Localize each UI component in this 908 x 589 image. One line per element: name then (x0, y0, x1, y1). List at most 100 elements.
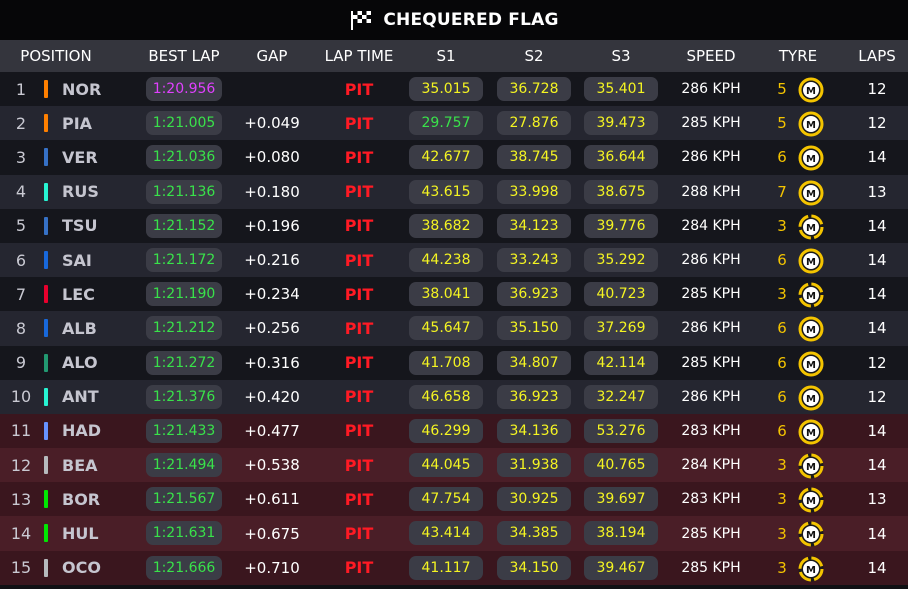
gap-value: +0.538 (244, 456, 300, 475)
lap-time-status: PIT (344, 79, 374, 99)
best-lap-time: 1:21.666 (146, 555, 222, 580)
driver-code[interactable]: ALO (62, 353, 98, 373)
speed-value: 286 KPH (681, 81, 741, 98)
table-row[interactable]: 12 BEA 1:21.494 +0.538 PIT 44.045 31.938 40.765… (0, 448, 908, 483)
best-lap-time: 1:21.376 (146, 384, 222, 409)
header-laps[interactable]: LAPS (858, 47, 896, 65)
table-row[interactable]: 13 BOR 1:21.567 +0.611 PIT 47.754 30.925 39.697… (0, 482, 908, 517)
table-row[interactable]: 1 NOR 1:20.956 PIT 35.015 36.728 35.401 286 KPH… (0, 72, 908, 107)
header-speed[interactable]: SPEED (686, 47, 736, 65)
header-best-lap[interactable]: BEST LAP (148, 47, 220, 65)
header-s3[interactable]: S3 (611, 47, 631, 65)
speed-value: 286 KPH (681, 320, 741, 337)
driver-code[interactable]: HAD (62, 421, 102, 441)
header-lap-time[interactable]: LAP TIME (324, 47, 394, 65)
best-lap-time: 1:21.005 (146, 111, 222, 136)
driver-code[interactable]: SAI (62, 250, 92, 270)
gap-value: +0.477 (244, 421, 300, 440)
tyre-compound-label: M (806, 394, 816, 405)
header-tyre[interactable]: TYRE (778, 47, 818, 65)
sector-3-time: 39.473 (584, 111, 658, 136)
table-row[interactable]: 11 HAD 1:21.433 +0.477 PIT 46.299 34.136 53.276… (0, 413, 908, 449)
lap-time-status: PIT (344, 387, 374, 407)
team-color-bar (44, 250, 48, 269)
header-position[interactable]: POSITION (20, 47, 92, 65)
position-number: 2 (15, 113, 27, 133)
driver-code[interactable]: PIA (62, 113, 93, 133)
speed-value: 286 KPH (681, 149, 741, 166)
sector-1-time: 46.658 (409, 384, 483, 409)
table-header: POSITION BEST LAP GAP LAP TIME S1 S2 S3 … (0, 40, 908, 72)
speed-value: 284 KPH (681, 457, 741, 474)
table-row[interactable]: 2 PIA 1:21.005 +0.049 PIT 29.757 27.876 39.473 2… (0, 106, 908, 141)
table-row[interactable]: 8 ALB 1:21.212 +0.256 PIT 45.647 35.150 37.269 2… (0, 311, 908, 346)
driver-code[interactable]: OCO (62, 558, 101, 578)
tyre-compound-label: M (806, 86, 816, 97)
table-row[interactable]: 5 TSU 1:21.152 +0.196 PIT 38.682 34.123 39.776 2… (0, 208, 908, 243)
best-lap-time: 1:21.212 (146, 316, 222, 341)
table-row[interactable]: 9 ALO 1:21.272 +0.316 PIT 41.708 34.807 42.114 2… (0, 345, 908, 380)
driver-code[interactable]: HUL (62, 524, 99, 544)
driver-code[interactable]: ANT (62, 387, 99, 407)
header-s2[interactable]: S2 (524, 47, 544, 65)
medium-tyre-new-icon: M (797, 555, 825, 583)
sector-1-time: 35.015 (409, 77, 483, 101)
sector-1-time: 38.041 (409, 282, 483, 307)
laps-count: 14 (867, 319, 887, 338)
best-lap-time: 1:21.567 (146, 487, 222, 512)
sector-3-time: 37.269 (584, 316, 658, 341)
driver-code[interactable]: TSU (62, 216, 98, 236)
team-color-bar (44, 558, 48, 577)
driver-code[interactable]: BEA (62, 455, 98, 475)
sector-1-time: 43.414 (409, 521, 483, 546)
gap-value: +0.710 (244, 558, 300, 577)
position-number: 9 (15, 353, 27, 373)
laps-count: 14 (867, 456, 887, 475)
gap-value: +0.180 (244, 182, 300, 201)
title-bar: CHEQUERED FLAG (0, 0, 908, 40)
driver-code[interactable]: RUS (62, 182, 99, 202)
table-row[interactable]: 6 SAI 1:21.172 +0.216 PIT 44.238 33.243 35.292 2… (0, 242, 908, 278)
driver-code[interactable]: LEC (62, 284, 95, 304)
header-gap[interactable]: GAP (256, 47, 288, 65)
laps-count: 12 (867, 387, 887, 406)
team-color-bar (44, 387, 48, 406)
driver-code[interactable]: BOR (62, 489, 101, 509)
sector-1-time: 44.238 (409, 247, 483, 272)
sector-1-time: 29.757 (409, 111, 483, 136)
header-s1[interactable]: S1 (436, 47, 456, 65)
sector-2-time: 36.923 (497, 384, 571, 409)
team-color-bar (44, 524, 48, 543)
table-row[interactable]: 3 VER 1:21.036 +0.080 PIT 42.677 38.745 36.644 2… (0, 140, 908, 175)
tyre-age: 5 (777, 114, 787, 133)
sector-1-time: 45.647 (409, 316, 483, 341)
driver-code[interactable]: VER (62, 147, 98, 167)
team-color-bar (44, 490, 48, 509)
sector-1-time: 43.615 (409, 179, 483, 204)
gap-value: +0.316 (244, 353, 300, 372)
best-lap-time: 1:21.494 (146, 453, 222, 478)
table-row[interactable]: 15 OCO 1:21.666 +0.710 PIT 41.117 34.150 39.467… (0, 550, 908, 585)
sector-1-time: 46.299 (409, 418, 483, 443)
position-number: 6 (15, 250, 27, 270)
table-row[interactable]: 7 LEC 1:21.190 +0.234 PIT 38.041 36.923 40.723 2… (0, 277, 908, 312)
speed-value: 283 KPH (681, 422, 741, 439)
driver-code[interactable]: ALB (62, 318, 97, 338)
page-title: CHEQUERED FLAG (383, 10, 559, 30)
lap-time-status: PIT (344, 113, 374, 133)
tyre-age: 3 (777, 558, 787, 577)
timing-table: 1 NOR 1:20.956 PIT 35.015 36.728 35.401 286 KPH… (0, 72, 908, 585)
driver-code[interactable]: NOR (62, 79, 102, 99)
laps-count: 14 (867, 524, 887, 543)
position-number: 15 (10, 558, 32, 578)
medium-tyre-icon: M (797, 110, 825, 138)
chequered-flag-icon (351, 11, 372, 30)
medium-tyre-new-icon: M (797, 520, 825, 548)
position-number: 8 (15, 318, 27, 338)
table-row[interactable]: 14 HUL 1:21.631 +0.675 PIT 43.414 34.385 38.194… (0, 516, 908, 551)
table-row[interactable]: 4 RUS 1:21.136 +0.180 PIT 43.615 33.998 38.675 2… (0, 174, 908, 209)
sector-3-time: 38.675 (584, 179, 658, 204)
sector-1-time: 44.045 (409, 453, 483, 478)
table-row[interactable]: 10 ANT 1:21.376 +0.420 PIT 46.658 36.923 32.247… (0, 379, 908, 414)
tyre-age: 6 (777, 148, 787, 167)
